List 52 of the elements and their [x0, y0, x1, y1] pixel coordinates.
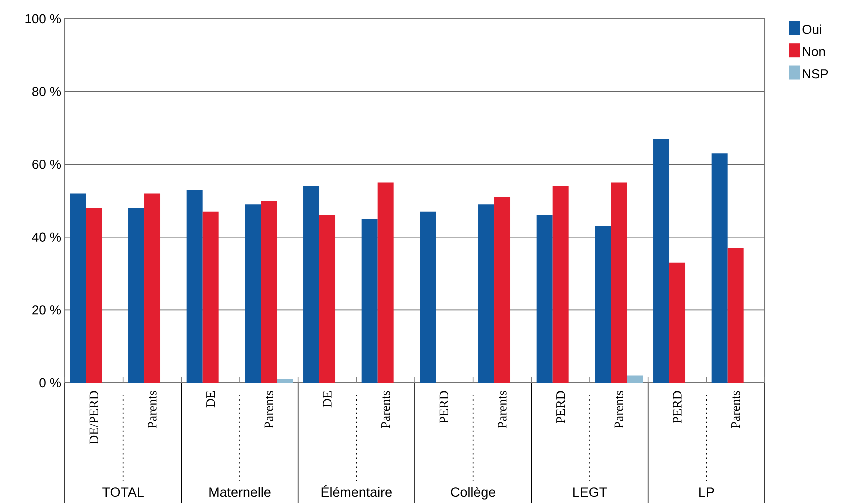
x-tick-label: PERD — [440, 391, 448, 424]
text: TOTAL — [102, 488, 144, 498]
x-tick-label: Parents — [264, 391, 274, 429]
bar — [420, 212, 436, 383]
bar — [378, 182, 394, 383]
text: Maternelle — [210, 487, 271, 498]
bar — [712, 154, 728, 383]
bar — [536, 216, 553, 383]
bar — [670, 262, 686, 383]
x-tick-label: Parents — [148, 391, 157, 429]
bar — [627, 376, 644, 383]
bar — [304, 186, 320, 383]
bar — [261, 200, 278, 383]
x-tick-label: PERD — [556, 391, 566, 424]
bar — [654, 139, 670, 383]
x-tick-label: Parents — [614, 391, 624, 429]
bar — [611, 182, 628, 383]
bar — [70, 194, 86, 383]
text: LEGT — [574, 488, 608, 498]
x-tick-label: Parents — [498, 391, 507, 429]
x-tick-label: PERD — [673, 391, 682, 424]
text: LP — [700, 488, 714, 497]
bar — [144, 194, 161, 383]
legend-label: NSP — [803, 69, 828, 79]
x-tick-label: DE — [323, 391, 332, 408]
bar — [202, 212, 219, 383]
bar — [277, 379, 294, 383]
legend-label: Non — [803, 47, 826, 56]
bar — [186, 190, 203, 383]
x-tick-label: Parents — [732, 391, 740, 429]
y-tick-label: 20 % — [32, 306, 62, 315]
bar — [728, 248, 744, 383]
bar — [245, 204, 262, 383]
bar — [595, 226, 612, 383]
x-tick-label: Parents — [382, 391, 390, 429]
text: Élémentaire — [322, 485, 392, 498]
x-tick-label: DE/PERD — [90, 391, 99, 444]
bar — [86, 208, 102, 383]
bar — [320, 216, 336, 383]
y-tick-label: 60 % — [32, 160, 62, 170]
bar — [478, 204, 495, 383]
x-tick-label: DE — [206, 391, 216, 408]
bar — [552, 186, 569, 383]
bar — [494, 197, 511, 383]
bar — [362, 219, 378, 383]
y-tick-label: 100 % — [26, 14, 62, 24]
y-tick-label: 0 % — [40, 378, 62, 388]
bar — [128, 208, 145, 383]
y-tick-label: 80 % — [32, 87, 62, 96]
legend-label: Oui — [802, 24, 822, 34]
text: Collège — [451, 487, 496, 500]
y-tick-label: 40 % — [32, 232, 62, 242]
